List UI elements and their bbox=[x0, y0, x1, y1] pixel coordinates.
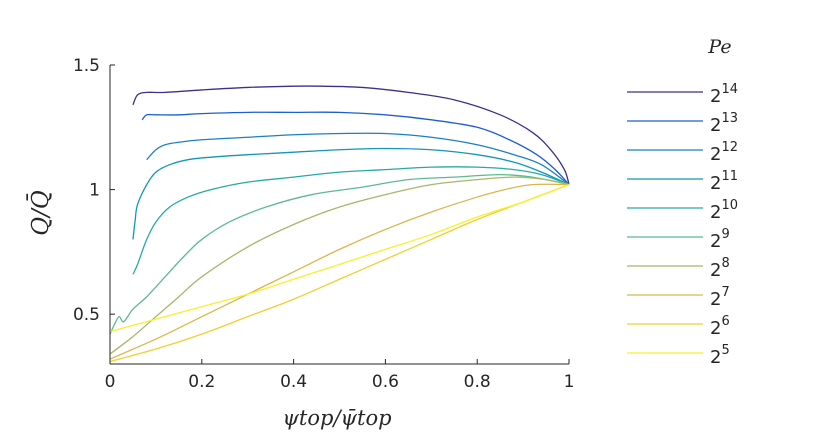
x-axis-label: ψtop/ψ̄top bbox=[282, 406, 391, 430]
legend-label-11: 211 bbox=[710, 169, 738, 194]
legend-label-12: 212 bbox=[710, 140, 738, 165]
legend-label-5: 25 bbox=[710, 343, 730, 368]
y-tick-label: 0.5 bbox=[73, 305, 100, 325]
x-tick-label: 0.4 bbox=[280, 372, 307, 392]
legend-label-9: 29 bbox=[710, 227, 730, 252]
y-tick-label: 1 bbox=[89, 181, 100, 201]
series-line-pe-2-7 bbox=[109, 183, 570, 360]
x-tick-label: 1 bbox=[564, 372, 575, 392]
legend-label-14: 214 bbox=[710, 82, 738, 107]
series-line-pe-2-6 bbox=[109, 183, 570, 363]
x-tick-label: 0 bbox=[105, 372, 116, 392]
series-line-pe-2-9 bbox=[109, 173, 570, 335]
legend: Pe 214 213 212 211 210 29 28 27 26 25 bbox=[627, 36, 738, 368]
legend-label-7: 27 bbox=[710, 285, 730, 310]
series-line-pe-2-10 bbox=[132, 166, 570, 275]
series-line-pe-2-5 bbox=[109, 183, 570, 333]
y-axis-label: Q/Q̄ bbox=[27, 190, 54, 236]
series-line-pe-2-8 bbox=[109, 176, 570, 355]
series-line-pe-2-14 bbox=[132, 85, 570, 185]
plot-area bbox=[109, 85, 570, 363]
axes: 0 0.2 0.4 0.6 0.8 1 0.5 1 1.5 bbox=[73, 56, 574, 392]
series-line-pe-2-11 bbox=[132, 147, 570, 240]
legend-label-8: 28 bbox=[710, 256, 730, 281]
legend-label-6: 26 bbox=[710, 314, 730, 339]
series-line-pe-2-13 bbox=[141, 111, 570, 186]
x-tick-label: 0.8 bbox=[464, 372, 491, 392]
x-tick-label: 0.6 bbox=[372, 372, 399, 392]
x-tick-label: 0.2 bbox=[188, 372, 215, 392]
legend-title: Pe bbox=[707, 36, 731, 58]
legend-label-10: 210 bbox=[710, 198, 738, 223]
y-tick-label: 1.5 bbox=[73, 56, 100, 76]
series-line-pe-2-12 bbox=[146, 132, 570, 186]
legend-label-13: 213 bbox=[710, 111, 738, 136]
